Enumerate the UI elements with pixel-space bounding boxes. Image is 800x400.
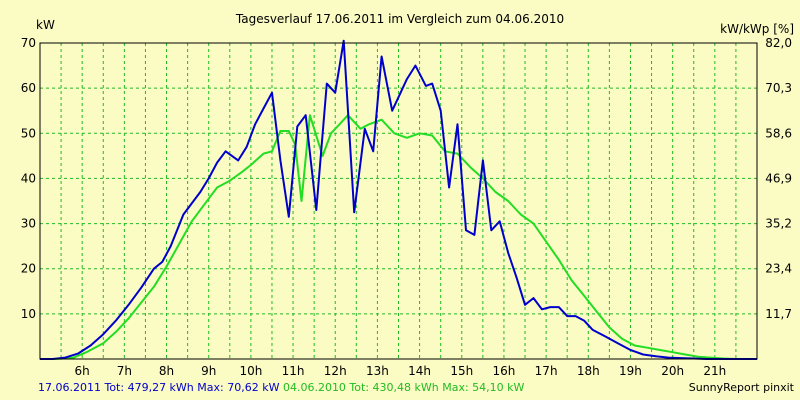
x-tick-label: 14h — [408, 364, 431, 378]
y-tick-label-left: 70 — [21, 36, 36, 50]
x-tick-label: 15h — [450, 364, 473, 378]
x-tick-label: 11h — [282, 364, 305, 378]
plot-frame — [39, 42, 758, 360]
y-tick-label-left: 40 — [21, 171, 36, 185]
y-tick-label-right: 46,9 — [765, 171, 792, 185]
x-tick-label: 20h — [661, 364, 684, 378]
y-tick-label-right: 35,2 — [765, 217, 792, 231]
grid — [40, 42, 757, 359]
x-tick-label: 18h — [577, 364, 600, 378]
x-tick-label: 6h — [75, 364, 90, 378]
x-tick-label: 9h — [201, 364, 216, 378]
y-tick-label-left: 50 — [21, 126, 36, 140]
chart-title: Tagesverlauf 17.06.2011 im Vergleich zum… — [235, 12, 564, 26]
x-tick-label: 13h — [366, 364, 389, 378]
x-tick-label: 8h — [159, 364, 174, 378]
y-tick-label-right: 23,4 — [765, 262, 792, 276]
y-tick-label-right: 11,7 — [765, 307, 792, 321]
series-group — [40, 39, 757, 360]
y-tick-label-left: 30 — [21, 217, 36, 231]
footer-series-summary: 17.06.2011 Tot: 479,27 kWh Max: 70,62 kW… — [38, 381, 524, 395]
y-tick-label-right: 82,0 — [765, 36, 792, 50]
y-axis-left-label: kW — [36, 18, 55, 32]
x-tick-label: 10h — [239, 364, 262, 378]
y-axis-right-label: kW/kWp [%] — [720, 22, 794, 36]
series-line-2011 — [40, 39, 757, 360]
y-tick-label-left: 10 — [21, 307, 36, 321]
x-tick-label: 21h — [703, 364, 726, 378]
series-line-2010 — [40, 114, 757, 360]
x-tick-label: 16h — [493, 364, 516, 378]
x-tick-label: 7h — [117, 364, 132, 378]
series1-summary: 17.06.2011 Tot: 479,27 kWh Max: 70,62 kW — [38, 381, 280, 394]
x-tick-label: 17h — [535, 364, 558, 378]
series2-summary: 04.06.2010 Tot: 430,48 kWh Max: 54,10 kW — [282, 381, 525, 394]
x-tick-label: 12h — [324, 364, 347, 378]
brand-label: SunnyReport pinxit — [688, 381, 794, 394]
y-tick-label-left: 20 — [21, 262, 36, 276]
tick-labels: 10 11,7 20 23,4 30 35,2 40 46,9 50 58,6 60 70,3 70 82… — [21, 36, 792, 378]
y-tick-label-right: 70,3 — [765, 81, 792, 95]
y-tick-label-right: 58,6 — [765, 126, 792, 140]
x-tick-label: 19h — [619, 364, 642, 378]
y-tick-label-left: 60 — [21, 81, 36, 95]
